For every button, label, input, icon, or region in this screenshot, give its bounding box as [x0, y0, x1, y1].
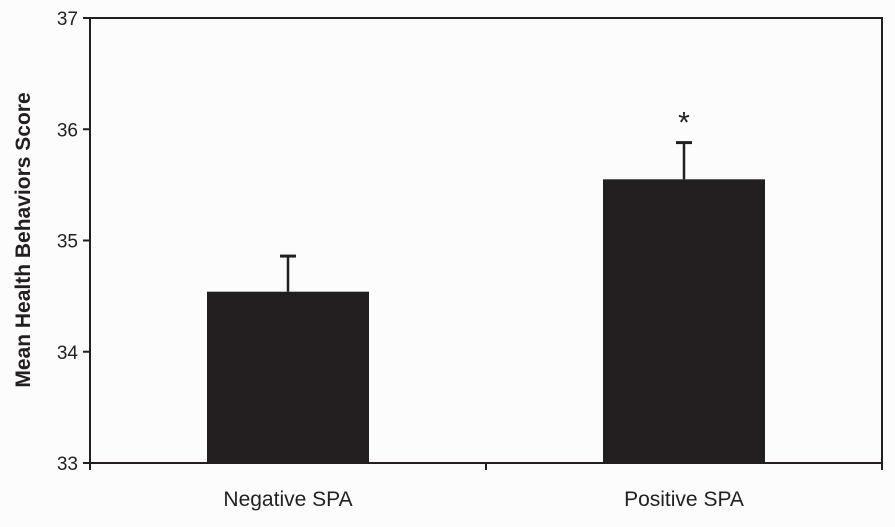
x-tick-label: Negative SPA — [223, 488, 352, 511]
y-tick-label: 37 — [57, 9, 78, 30]
x-tick-label: Positive SPA — [624, 488, 744, 511]
y-tick-label: 34 — [57, 343, 79, 364]
axes: 33 34 35 36 37 Negative SPA Positive SPA — [57, 9, 883, 511]
significance-marker: * — [678, 107, 690, 140]
bar-positive-spa — [603, 179, 765, 463]
bars: * — [207, 107, 765, 463]
y-axis-label: Mean Health Behaviors Score — [12, 92, 35, 387]
y-tick-label: 33 — [57, 454, 78, 475]
y-tick-label: 36 — [57, 120, 78, 141]
y-tick-label: 35 — [57, 232, 78, 253]
bar-negative-spa — [207, 291, 369, 463]
